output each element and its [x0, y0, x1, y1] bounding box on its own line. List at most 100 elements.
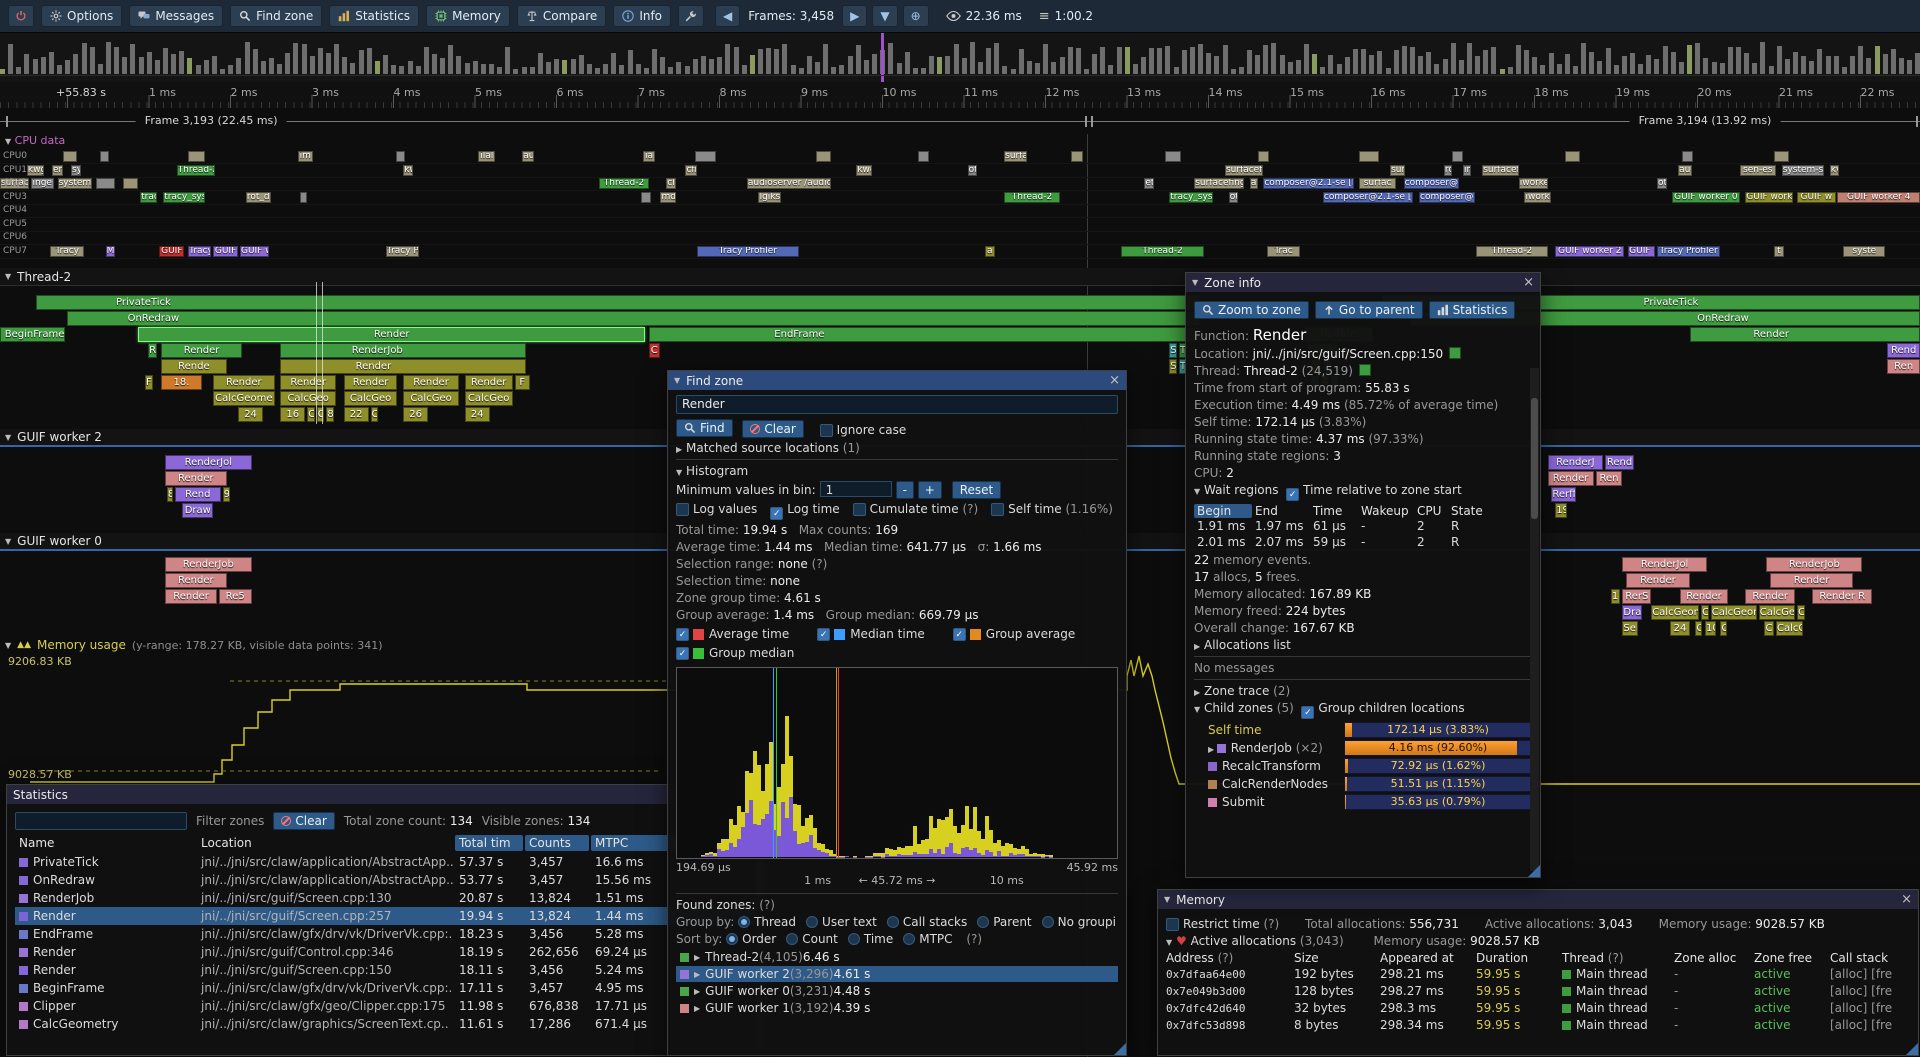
timeline-zone[interactable]: 9	[222, 487, 231, 502]
table-row[interactable]: 0x7dfc42d640 32 bytes 298.3 ms 59.95 s Main …	[1166, 1000, 1893, 1015]
cpu-zone[interactable]: ot	[1228, 191, 1239, 203]
timeline-zone[interactable]: Render	[1547, 471, 1594, 486]
timeline-zone[interactable]: CalcGeomet	[1710, 605, 1757, 620]
timeline-zone[interactable]: CalcGeo	[280, 391, 336, 406]
cpu-zone[interactable]: GUIF work	[1745, 191, 1794, 203]
table-row[interactable]: BeginFrame jni/../jni/src/claw/gfx/drv/vk…	[15, 979, 757, 997]
cpu-zone[interactable]	[641, 191, 651, 203]
legend-group-average[interactable]: Group average	[952, 625, 1075, 644]
timeline-zone[interactable]: Render	[213, 375, 275, 390]
ignore-case-checkbox[interactable]: Ignore case	[819, 423, 906, 437]
timeline-zone[interactable]: Render	[1745, 589, 1796, 604]
cpu-zone[interactable]	[395, 151, 406, 162]
timeline-zone[interactable]: 18.	[161, 375, 202, 390]
timeline-zone[interactable]: Render	[165, 471, 227, 486]
frame-select-button[interactable]: ▼	[872, 5, 898, 27]
increment-button[interactable]: +	[917, 481, 942, 499]
cpu-zone[interactable]: lgiks	[758, 191, 782, 203]
column-header[interactable]: Zone alloc	[1674, 951, 1737, 965]
cpu-zone[interactable]: audioserver /audio	[746, 178, 832, 189]
info-button[interactable]: Info	[613, 5, 672, 27]
cpu-zone[interactable]: Tracy P	[385, 245, 419, 257]
cpu-zone[interactable]: GUIF worker 0	[1672, 191, 1740, 203]
cpu-zone[interactable]: system-Thre	[57, 178, 93, 189]
column-header[interactable]: Time	[1313, 504, 1343, 518]
timeline-zone[interactable]: RenderJol	[1622, 557, 1707, 572]
timeline-zone[interactable]: Ren	[1595, 471, 1623, 486]
cpu-zone[interactable]: surfacefinge	[1194, 178, 1245, 189]
timeline-zone[interactable]: Render	[138, 327, 646, 342]
search-input[interactable]: Render	[676, 395, 1118, 414]
group-by-parent[interactable]: Parent	[977, 915, 1032, 929]
cpu-zone[interactable]: GUIF worker 2	[1555, 245, 1625, 257]
timeline-zone[interactable]: CalcGeo	[464, 391, 513, 406]
table-row[interactable]: RenderJob jni/../jni/src/guif/Screen.cpp:…	[15, 889, 757, 907]
cpu-zone[interactable]: a	[984, 245, 995, 257]
table-row[interactable]: EndFrame jni/../jni/src/claw/gfx/drv/vk/D…	[15, 925, 757, 943]
table-row[interactable]: Render jni/../jni/src/guif/Control.cpp:34…	[15, 943, 757, 961]
table-row[interactable]: Clipper jni/../jni/src/claw/gfx/geo/Clipp…	[15, 997, 757, 1015]
find-zone-titlebar[interactable]: ▼ Find zone ×	[668, 371, 1126, 390]
cpu-zone[interactable]: t	[1774, 245, 1784, 257]
column-header[interactable]: MTPC	[591, 835, 681, 851]
column-header[interactable]: Thread (?)	[1562, 951, 1624, 965]
clear-button[interactable]: Clear	[273, 812, 335, 830]
cpu-zone[interactable]: ilal	[478, 151, 496, 162]
timeline-zone[interactable]: Render	[165, 573, 227, 588]
table-row[interactable]: Render jni/../jni/src/guif/Screen.cpp:257…	[15, 907, 757, 925]
child-zone-row[interactable]: RecalcTransform 72.92 μs (1.62%)	[1194, 758, 1532, 774]
column-header[interactable]: Wakeup	[1361, 504, 1409, 518]
go-to-parent-button[interactable]: Go to parent	[1314, 301, 1423, 319]
timeline-zone[interactable]: 8	[326, 407, 335, 422]
timeline-zone[interactable]: C	[1701, 605, 1709, 620]
timeline-zone[interactable]: C	[1720, 621, 1728, 636]
timeline-zone[interactable]: Re5	[218, 589, 252, 604]
resize-grip[interactable]	[1114, 1043, 1126, 1055]
timeline-zone[interactable]: C1	[1764, 621, 1775, 636]
timeline-zone[interactable]: Rerff	[1551, 487, 1577, 502]
column-header[interactable]: Address (?)	[1166, 951, 1234, 965]
collapse-icon[interactable]: ▼	[5, 640, 12, 650]
cpu-zone[interactable]: iworke	[1518, 178, 1548, 189]
option-self-time[interactable]: Self time (1.16%)	[991, 502, 1113, 516]
sort-by-time[interactable]: Time	[847, 932, 893, 946]
timeline-zone[interactable]: CalcGeome	[213, 391, 275, 406]
timeline-zone[interactable]: CalcGeo	[403, 391, 459, 406]
timeline-zone[interactable]: F	[144, 375, 153, 390]
cpu-zone[interactable]: cfr	[685, 164, 697, 176]
timeline-zone[interactable]: 16	[280, 407, 306, 422]
cpu-zone[interactable]	[99, 151, 110, 162]
zone-group-row[interactable]: ▶ GUIF worker 1 (3,192) 4.39 s	[676, 1000, 1118, 1016]
group-by-user-text[interactable]: User text	[806, 915, 877, 929]
cpu-zone[interactable]: GUIF wor	[240, 245, 269, 257]
cpu-zone[interactable]	[299, 191, 308, 203]
reset-button[interactable]: Reset	[951, 481, 1002, 499]
timeline-zone[interactable]: Ren	[1887, 359, 1920, 374]
table-row[interactable]: OnRedraw jni/../jni/src/claw/application/…	[15, 871, 757, 889]
scrollbar-thumb[interactable]	[1531, 398, 1538, 519]
cpu-zone[interactable]: au	[1249, 178, 1258, 189]
frame-markers[interactable]: Frame 3,193 (22.45 ms) Frame 3,194 (13.92…	[0, 108, 1920, 134]
timeline-zone[interactable]: Render	[1626, 573, 1690, 588]
cpu-zone[interactable]: Thread-2	[1004, 191, 1060, 203]
timeline-zone[interactable]: Rend	[1605, 455, 1634, 470]
cpu-zone[interactable]: kwgr	[26, 164, 45, 176]
options-button[interactable]: Options	[41, 5, 123, 27]
table-row[interactable]: Render jni/../jni/src/guif/Screen.cpp:150…	[15, 961, 757, 979]
zone-group-row[interactable]: ▶ Thread-2 (4,105) 6.46 s	[676, 949, 1118, 965]
option-cumulate-time[interactable]: Cumulate time (?)	[852, 502, 978, 516]
timeline-zone[interactable]: 22	[343, 407, 369, 422]
histogram-plot[interactable]	[676, 667, 1118, 859]
timeline-zone[interactable]: Render	[464, 375, 513, 390]
memory-titlebar[interactable]: ▼ Memory ×	[1158, 890, 1918, 909]
compare-button[interactable]: Compare	[516, 5, 607, 27]
child-zones-header[interactable]: ▼ Child zones (5) Group children locatio…	[1194, 701, 1532, 719]
column-header[interactable]: Total tim	[455, 835, 523, 851]
cpu-zone[interactable]	[63, 151, 77, 162]
sort-by-mtpc[interactable]: MTPC	[903, 932, 953, 946]
cpu-zone[interactable]: Thread-2	[1476, 245, 1548, 257]
cpu-zone[interactable]: GUIF worker 4	[1837, 191, 1920, 203]
timeline-zone[interactable]: Render	[1689, 327, 1920, 342]
cpu-zone[interactable]	[1564, 151, 1581, 162]
next-frame-button[interactable]: ▶	[842, 5, 868, 27]
